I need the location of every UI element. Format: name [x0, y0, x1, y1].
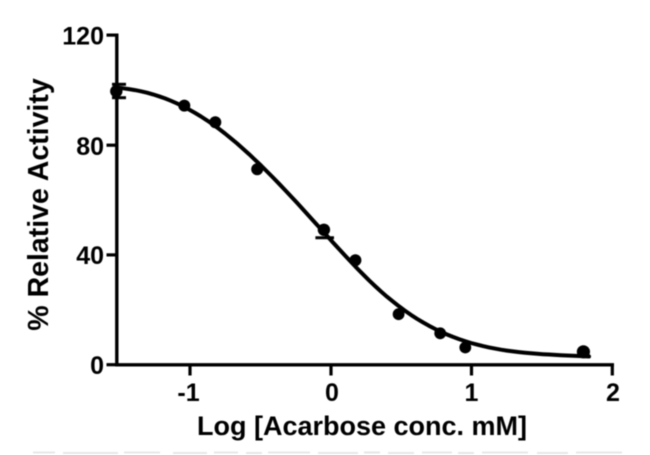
- svg-text:Log [Acarbose conc. mM]: Log [Acarbose conc. mM]: [197, 411, 527, 441]
- svg-text:-1: -1: [177, 379, 199, 407]
- svg-text:40: 40: [76, 242, 104, 270]
- svg-text:80: 80: [76, 133, 104, 161]
- svg-text:1: 1: [465, 379, 479, 407]
- svg-text:0: 0: [90, 352, 104, 380]
- svg-text:% Relative Activity: % Relative Activity: [23, 78, 55, 331]
- svg-text:120: 120: [62, 23, 104, 51]
- svg-text:2: 2: [606, 379, 620, 407]
- svg-text:0: 0: [325, 379, 339, 407]
